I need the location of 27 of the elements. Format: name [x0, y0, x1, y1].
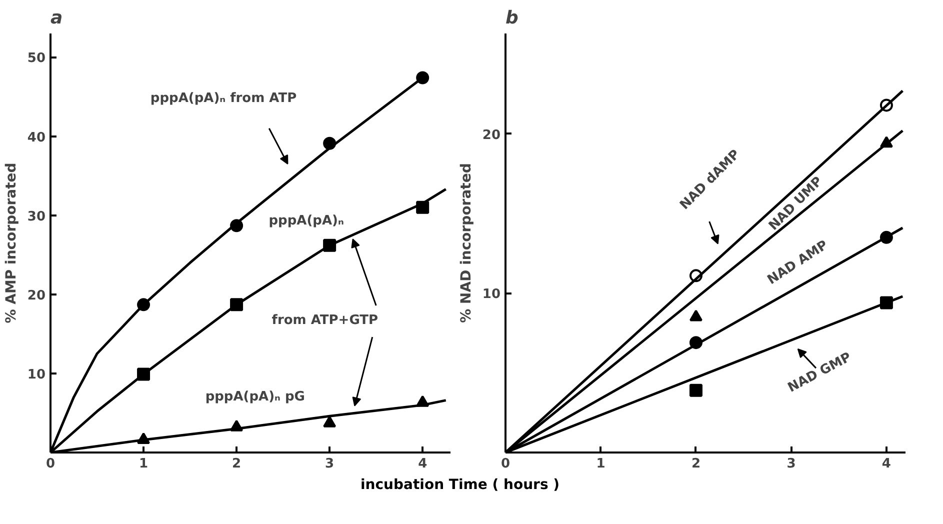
annotation: pppA(pA)ₙ pG: [205, 390, 305, 405]
y-tick-label: 40: [27, 130, 46, 146]
chart-title: a: [50, 8, 63, 28]
y-axis-title: % AMP incorporated: [3, 162, 20, 324]
x-tick-label: 3: [325, 456, 334, 472]
x-tick-label: 1: [596, 456, 606, 472]
y-tick-label: 10: [482, 287, 501, 302]
y-axis-title: % NAD incorporated: [458, 163, 474, 323]
x-tick-label: 1: [139, 456, 148, 472]
x-tick-label: 3: [786, 456, 796, 472]
y-tick-label: 10: [27, 367, 46, 382]
annotation: pppA(pA)ₙ from ATP: [150, 90, 297, 106]
y-tick-label: 50: [27, 51, 46, 66]
annotation: pppA(pA)ₙ: [268, 213, 344, 228]
x-tick-label: 2: [691, 456, 700, 472]
annotation: from ATP+GTP: [272, 312, 378, 328]
y-tick-label: 30: [27, 209, 46, 224]
chart-title: b: [506, 8, 518, 28]
y-tick-label: 20: [27, 288, 46, 304]
annotation: NAD GMP: [786, 350, 854, 396]
x-axis-title: incubation Time ( hours ): [360, 476, 560, 495]
x-tick-label: 0: [500, 456, 510, 472]
y-tick-label: 20: [482, 128, 501, 143]
x-tick-label: 2: [232, 456, 242, 472]
x-tick-label: 0: [46, 456, 56, 472]
x-tick-label: 4: [882, 456, 891, 472]
x-tick-label: 4: [418, 456, 428, 472]
